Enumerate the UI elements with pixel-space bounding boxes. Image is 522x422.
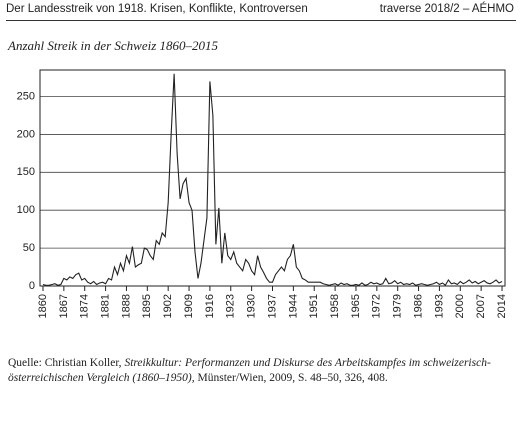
y-tick-label: 250 — [17, 90, 35, 102]
x-tick-label: 1958 — [329, 294, 341, 318]
y-tick-label: 200 — [17, 128, 35, 140]
x-tick-label: 1923 — [225, 294, 237, 318]
x-tick-label: 1930 — [246, 294, 258, 318]
x-tick-label: 1895 — [141, 294, 153, 318]
header-rule — [6, 20, 516, 21]
y-tick-label: 50 — [23, 242, 35, 254]
chart-title: Anzahl Streik in der Schweiz 1860–2015 — [8, 38, 219, 53]
x-tick-label: 1944 — [287, 294, 299, 318]
x-tick-label: 1888 — [120, 294, 132, 318]
data-line — [42, 73, 503, 287]
y-tick-label: 100 — [17, 204, 35, 216]
x-tick-label: 1979 — [392, 294, 404, 318]
caption: Quelle: Christian Koller, Streikkultur: … — [8, 356, 513, 386]
x-tick-label: 1965 — [350, 294, 362, 318]
y-tick-label: 150 — [17, 166, 35, 178]
x-tick-label: 2007 — [475, 294, 487, 318]
x-tick-label: 1972 — [371, 294, 383, 318]
x-tick-label: 1986 — [412, 294, 424, 318]
x-tick-label: 1951 — [308, 294, 320, 318]
header-left: Der Landesstreik von 1918. Krisen, Konfl… — [6, 3, 308, 15]
caption-prefix: Quelle: Christian Koller, — [8, 357, 125, 369]
x-tick-label: 1993 — [433, 294, 445, 318]
x-tick-label: 1860 — [37, 294, 49, 318]
header-right: traverse 2018/2 – AÉHMO — [379, 3, 514, 15]
caption-suffix: Münster/Wien, 2009, S. 48–50, 326, 408. — [194, 372, 388, 384]
x-tick-label: 1916 — [204, 294, 216, 318]
plot-frame — [39, 69, 506, 287]
x-tick-label: 1937 — [266, 294, 278, 318]
x-tick-label: 1909 — [183, 294, 195, 318]
y-tick-label: 0 — [29, 280, 35, 292]
x-tick-label: 2014 — [496, 294, 508, 318]
x-tick-label: 1881 — [99, 294, 111, 318]
x-tick-label: 1874 — [79, 294, 91, 318]
caption-work: Streikkultur: Performanzen und Diskurse … — [8, 357, 491, 384]
x-tick-label: 2000 — [454, 294, 466, 318]
chart: 0 50 100 150 200 250 1860 1867 1874 1881 1888 1895 1… — [17, 69, 508, 318]
x-tick-label: 1902 — [162, 294, 174, 318]
x-tick-label: 1867 — [58, 294, 70, 318]
